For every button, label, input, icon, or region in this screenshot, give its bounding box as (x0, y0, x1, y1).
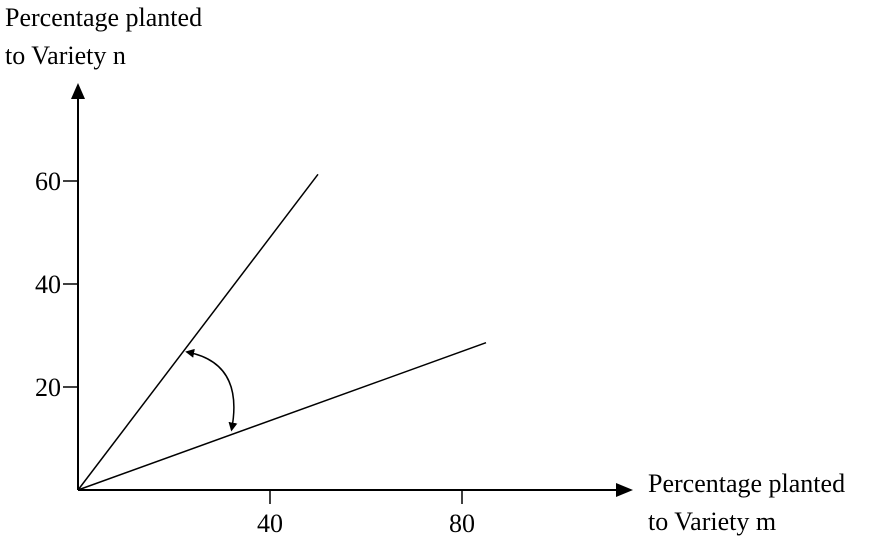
y-tick-label: 40 (35, 270, 61, 299)
y-ticks: 20 40 60 (35, 167, 78, 402)
x-axis-arrowhead (616, 483, 633, 497)
series-line-2 (77, 342, 487, 491)
y-axis-label-line-1: Percentage planted (5, 3, 202, 32)
x-tick-label: 40 (257, 509, 283, 538)
y-tick-label: 60 (35, 167, 61, 196)
x-axis-label-line-1: Percentage planted (648, 469, 845, 498)
axes (71, 83, 633, 497)
angle-double-arrow (185, 348, 238, 432)
y-axis-label-line-2: to Variety n (5, 41, 126, 70)
series-lines (77, 173, 487, 491)
y-tick-label: 20 (35, 373, 61, 402)
series-line-1 (77, 173, 319, 491)
x-axis-label: Percentage planted to Variety m (648, 469, 852, 536)
x-ticks: 40 80 (257, 490, 475, 538)
x-axis-label-line-2: to Variety m (648, 507, 776, 536)
y-axis-label: Percentage planted to Variety n (5, 3, 209, 70)
y-axis-arrowhead (71, 83, 85, 99)
x-tick-label: 80 (449, 509, 475, 538)
